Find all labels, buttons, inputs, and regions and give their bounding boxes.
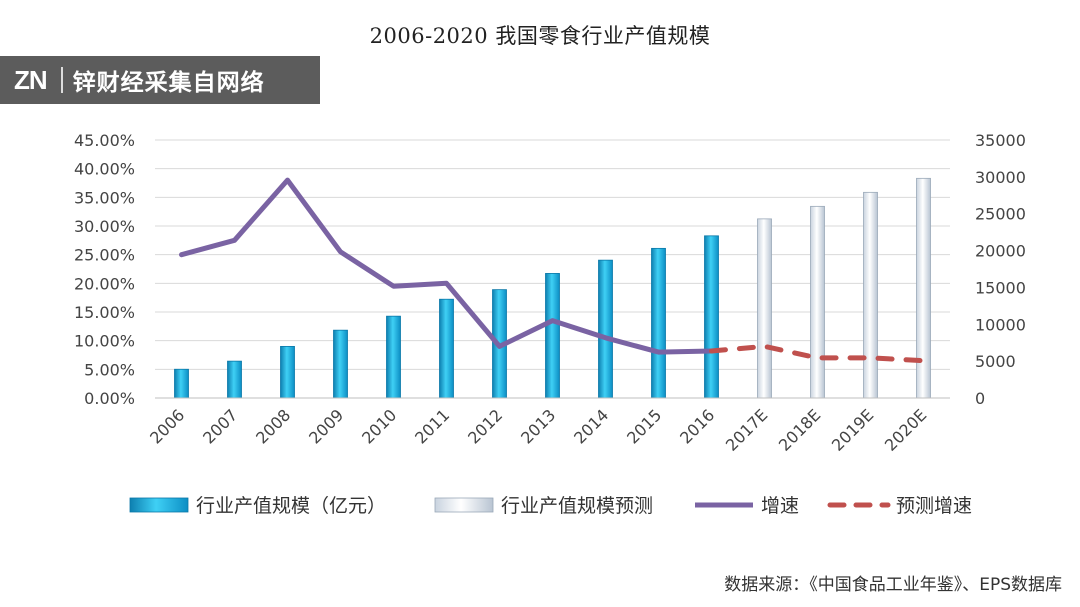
x-tick-label: 2017E (722, 405, 771, 454)
right-tick-label: 30000 (975, 168, 1026, 187)
left-tick-label: 25.00% (74, 246, 135, 265)
x-tick-label: 2019E (828, 405, 877, 454)
left-tick-label: 0.00% (84, 389, 135, 408)
left-tick-label: 5.00% (84, 360, 135, 379)
bar-actual (439, 298, 454, 399)
right-tick-label: 25000 (975, 205, 1026, 224)
x-tick-label: 2016 (676, 405, 718, 447)
x-tick-label: 2013 (517, 405, 559, 447)
left-tick-label: 40.00% (74, 160, 135, 179)
bar-actual (174, 368, 189, 399)
x-tick-label: 2009 (305, 405, 347, 447)
x-tick-label: 2012 (464, 405, 506, 447)
right-tick-label: 10000 (975, 315, 1026, 334)
x-tick-label: 2010 (358, 405, 400, 447)
legend-label: 行业产值规模（亿元） (196, 495, 386, 517)
left-tick-label: 30.00% (74, 217, 135, 236)
bar-forecast (757, 218, 772, 399)
right-tick-label: 20000 (975, 242, 1026, 261)
watermark-separator (60, 67, 63, 93)
chart-title: 2006-2020 我国零食行业产值规模 (369, 24, 711, 48)
data-source-note: 数据来源：《中国食品工业年鉴》、EPS数据库 (724, 575, 1062, 595)
bar-actual (386, 315, 401, 399)
growth-line (179, 177, 714, 355)
bar-actual (227, 360, 242, 399)
left-tick-label: 10.00% (74, 332, 135, 351)
x-tick-label: 2020E (881, 405, 930, 454)
left-tick-label: 35.00% (74, 188, 135, 207)
legend-label: 增速 (761, 495, 799, 517)
bar-forecast (863, 191, 878, 399)
right-tick-label: 15000 (975, 278, 1026, 297)
x-tick-label: 2006 (146, 405, 188, 447)
right-tick-label: 5000 (975, 352, 1016, 371)
legend-label: 行业产值规模预测 (501, 495, 653, 517)
bar-forecast (916, 177, 931, 399)
bar-actual (704, 235, 719, 399)
bar-actual (333, 329, 348, 399)
legend-label: 预测增速 (896, 495, 972, 517)
right-tick-label: 0 (975, 389, 985, 408)
x-tick-label: 2015 (623, 405, 665, 447)
forecast-growth-line (709, 343, 926, 364)
x-tick-label: 2011 (411, 405, 453, 447)
bar-actual (651, 247, 666, 399)
watermark-text: 锌财经采集自网络 (72, 70, 265, 96)
watermark-banner: ZN 锌财经采集自网络 (0, 56, 320, 104)
x-tick-label: 2007 (199, 405, 241, 447)
bar-actual (280, 345, 295, 399)
left-tick-label: 15.00% (74, 303, 135, 322)
bar-forecast (810, 205, 825, 399)
x-tick-label: 2018E (775, 405, 824, 454)
left-tick-label: 20.00% (74, 274, 135, 293)
right-tick-label: 35000 (975, 131, 1026, 150)
x-tick-label: 2008 (252, 405, 294, 447)
x-tick-label: 2014 (570, 405, 612, 447)
watermark-logo: ZN (14, 64, 48, 95)
left-tick-label: 45.00% (74, 131, 135, 150)
legend-swatch-forecast (434, 497, 494, 513)
bar-actual (598, 259, 613, 399)
legend-swatch-actual (129, 497, 189, 513)
bar-actual (545, 273, 560, 399)
